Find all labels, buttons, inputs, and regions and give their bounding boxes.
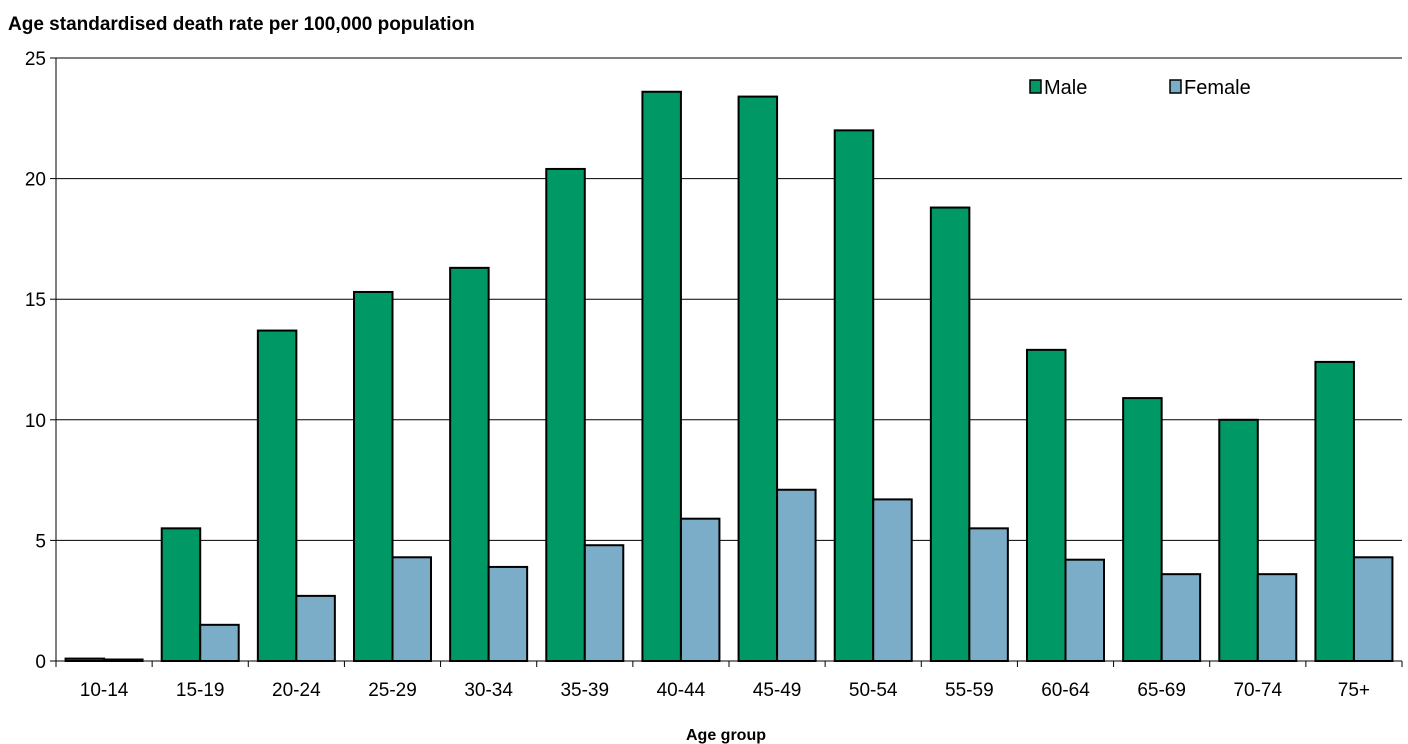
bar-female-45-49 (776, 488, 817, 662)
x-tick-label: 40-44 (657, 680, 706, 701)
bar-female-50-54 (872, 498, 913, 662)
bar-female-30-34 (487, 565, 529, 663)
bar-male-75+ (1314, 360, 1355, 662)
bar-female-35-39 (583, 544, 625, 662)
x-tick-label: 15-19 (176, 680, 225, 701)
x-tick-label: 35-39 (560, 680, 609, 701)
x-tick-label: 10-14 (80, 680, 129, 701)
x-tick-label: 75+ (1338, 680, 1370, 701)
y-tick-label: 25 (25, 49, 46, 70)
bar-female-20-24 (295, 594, 336, 662)
x-tick-label: 20-24 (272, 680, 321, 701)
bar-female-15-19 (199, 623, 240, 663)
y-axis-ticks: 0 5 10 15 20 25 (25, 49, 56, 673)
bar-female-40-44 (679, 517, 721, 663)
bar-female-75+ (1352, 556, 1394, 662)
legend-label-male: Male (1044, 77, 1087, 99)
bar-male-55-59 (929, 206, 971, 662)
bar-male-45-49 (737, 95, 779, 663)
legend-swatch-female (1169, 79, 1182, 94)
x-axis-ticks: 10-14 15-19 20-24 25-29 30-34 35-39 40-44 45-49… (55, 661, 1403, 701)
x-axis-label: Age group (686, 727, 766, 744)
bar-female-70-74 (1256, 573, 1298, 663)
x-tick-label: 60-64 (1041, 680, 1090, 701)
legend-label-female: Female (1184, 77, 1251, 99)
y-tick-label: 0 (35, 652, 46, 673)
bar-male-70-74 (1218, 418, 1259, 662)
legend-swatch-male (1029, 79, 1042, 94)
bar-male-35-39 (545, 167, 586, 662)
x-tick-label: 55-59 (945, 680, 994, 701)
x-tick-label: 65-69 (1137, 680, 1186, 701)
bar-female-25-29 (391, 556, 432, 662)
x-tick-label: 50-54 (849, 680, 898, 701)
bar-female-65-69 (1160, 573, 1202, 663)
legend: Male Female (1029, 77, 1251, 99)
y-tick-label: 15 (25, 290, 46, 311)
x-tick-label: 30-34 (464, 680, 513, 701)
bar-male-60-64 (1026, 348, 1067, 662)
chart-title: Age standardised death rate per 100,000 … (8, 14, 475, 35)
bar-male-30-34 (449, 266, 490, 662)
y-tick-label: 20 (25, 170, 46, 191)
bar-male-65-69 (1122, 397, 1163, 662)
bar-male-15-19 (160, 527, 202, 663)
bar-male-50-54 (833, 129, 875, 663)
y-tick-label: 5 (35, 531, 46, 552)
bar-female-55-59 (968, 527, 1009, 663)
bar-male-25-29 (353, 290, 394, 662)
bar-male-40-44 (641, 90, 682, 662)
bar-female-60-64 (1064, 558, 1105, 662)
x-tick-label: 45-49 (753, 680, 802, 701)
bars (64, 90, 1394, 663)
y-tick-label: 10 (25, 411, 46, 432)
x-tick-label: 25-29 (368, 680, 417, 701)
bar-male-20-24 (256, 329, 298, 662)
x-tick-label: 70-74 (1233, 680, 1282, 701)
